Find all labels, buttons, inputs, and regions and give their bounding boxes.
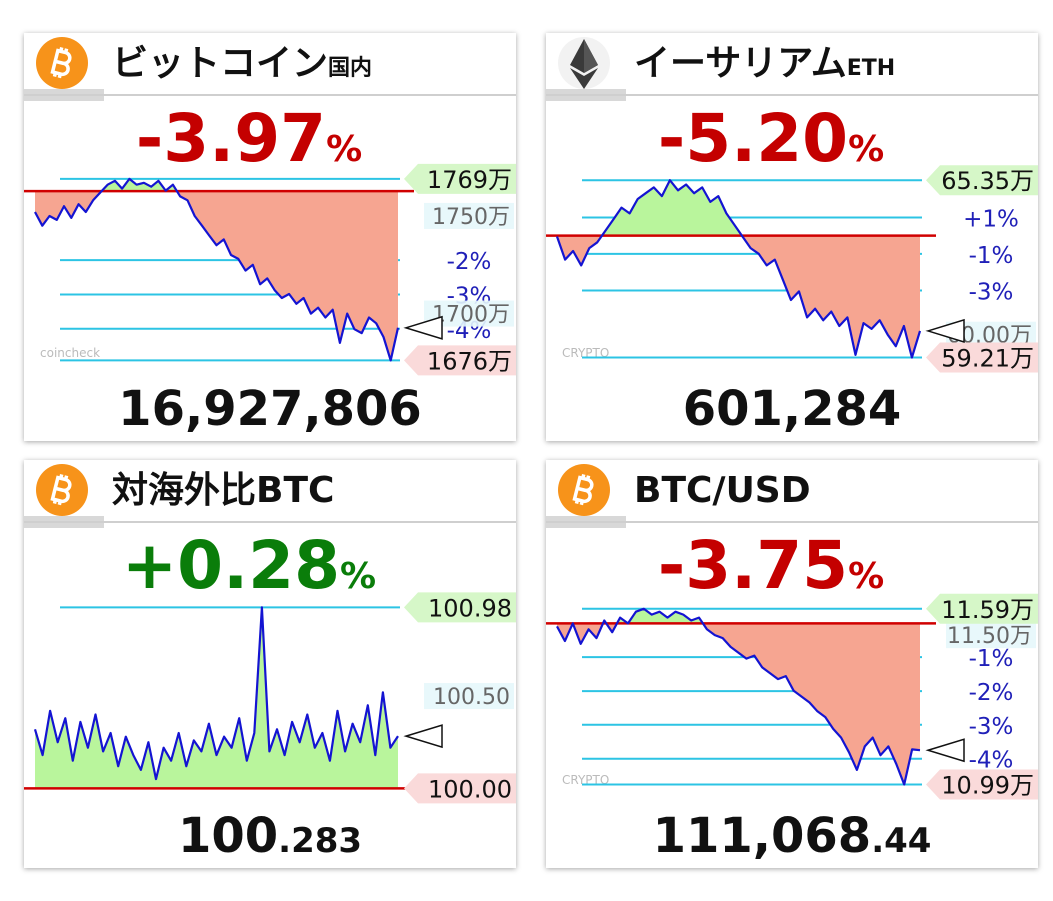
percent-label: -1% (969, 243, 1014, 269)
panel: BTC/USD -3.75% 111,068.44 CRYPTO -1% -2% -3% -4… (546, 460, 1038, 868)
title-sub: ETH (847, 56, 895, 81)
change-unit: % (340, 556, 376, 597)
change-value: +0.28 (122, 527, 340, 604)
chart-title: イーサリアムETH (634, 43, 895, 84)
high-tag (926, 165, 1038, 196)
change-value: -3.97 (136, 100, 326, 177)
high-label: 100.98 (428, 594, 512, 622)
low-label: 10.99万 (941, 772, 1034, 800)
price-tick-bg (424, 202, 514, 229)
area-up (35, 607, 398, 789)
change-value: -5.20 (658, 100, 848, 177)
panel: ビットコイン国内 -3.97% 16,927,806 coincheck -2% -3% -… (24, 33, 516, 441)
eth-icon (558, 37, 610, 89)
percent-label: -4% (969, 748, 1014, 774)
price-sub: .44 (871, 821, 931, 861)
high-tag (404, 592, 516, 623)
current-marker (403, 315, 443, 340)
change: -5.20% (658, 100, 884, 177)
title-text: BTC/USD (634, 470, 811, 511)
change: -3.97% (136, 100, 362, 177)
current-marker (925, 738, 965, 763)
area-up (35, 178, 398, 192)
area-down (35, 191, 398, 361)
watermark: coincheck (40, 346, 100, 360)
title-text: 対海外比BTC (112, 470, 334, 511)
price-tick-label: 100.50 (433, 685, 510, 710)
chart: 対海外比BTC +0.28% 100.283 100.50 100.98 100.00 (24, 464, 516, 864)
chart: イーサリアムETH-5.20%601,284CRYPTO+1%-1%-3%60.… (546, 37, 1038, 437)
price-main: 16,927,806 (118, 381, 422, 437)
price: 111,068.44 (653, 808, 932, 864)
change-unit: % (848, 556, 884, 597)
title-sub: 国内 (328, 56, 372, 81)
price-line (34, 177, 400, 362)
price-tick-label: 1750万 (432, 205, 510, 230)
low-label: 1676万 (427, 347, 512, 375)
panel: 対海外比BTC +0.28% 100.283 100.50 100.98 100.00 (24, 460, 516, 868)
change-unit: % (848, 129, 884, 170)
area-down (557, 623, 920, 785)
price-main: 601,284 (683, 381, 902, 437)
price-line (555, 179, 922, 359)
high-tag (404, 163, 516, 194)
low-tag (926, 342, 1038, 373)
high-label: 65.35万 (941, 167, 1034, 195)
percent-label: -1% (969, 646, 1014, 672)
price-line (556, 607, 921, 786)
chart-title: ビットコイン国内 (112, 43, 372, 84)
change-value: -3.75 (658, 527, 848, 604)
price-main: 100 (178, 808, 278, 864)
btc-icon (36, 37, 88, 89)
low-tag (404, 345, 516, 376)
price: 100.283 (178, 808, 362, 864)
change-unit: % (326, 129, 362, 170)
area-up (601, 180, 742, 236)
low-tag (404, 773, 516, 804)
percent-label: -3% (969, 714, 1014, 740)
title-text: イーサリアム (634, 43, 847, 84)
price-tick-bg (946, 622, 1036, 649)
price-tick-label: 11.50万 (947, 624, 1032, 649)
current-marker (925, 318, 965, 343)
low-label: 59.21万 (941, 345, 1034, 373)
change: -3.75% (658, 527, 884, 604)
chart-title: 対海外比BTC (112, 470, 334, 511)
panel: イーサリアムETH -5.20% 601,284 CRYPTO +1% -1% -3% 60.… (546, 33, 1038, 441)
low-label: 100.00 (428, 775, 512, 803)
price: 16,927,806 (118, 381, 422, 437)
price-main: 111,068 (653, 808, 872, 864)
title-text: ビットコイン (112, 43, 328, 84)
change: +0.28% (122, 527, 376, 604)
high-label: 1769万 (427, 166, 512, 194)
btc-icon (36, 464, 88, 516)
price-tick-label: 1700万 (432, 303, 510, 328)
area-up (572, 608, 703, 624)
chart: BTC/USD-3.75%111,068.44CRYPTO-1%-2%-3%-4… (546, 464, 1038, 864)
current-marker (403, 724, 443, 749)
high-label: 11.59万 (941, 596, 1034, 624)
percent-label: -2% (969, 680, 1014, 706)
price-tick-bg (424, 683, 514, 710)
percent-label: +1% (963, 206, 1019, 232)
low-tag (926, 769, 1038, 800)
percent-label: -3% (969, 280, 1014, 306)
area-down (557, 235, 920, 358)
chart-title: BTC/USD (634, 470, 811, 511)
price-sub: .283 (278, 821, 362, 861)
price: 601,284 (683, 381, 902, 437)
btc-icon (558, 464, 610, 516)
price-line (33, 606, 399, 781)
percent-label: -2% (447, 249, 492, 275)
high-tag (926, 593, 1038, 624)
chart: ビットコイン国内-3.97%16,927,806coincheck-2%-3%-… (24, 37, 516, 437)
